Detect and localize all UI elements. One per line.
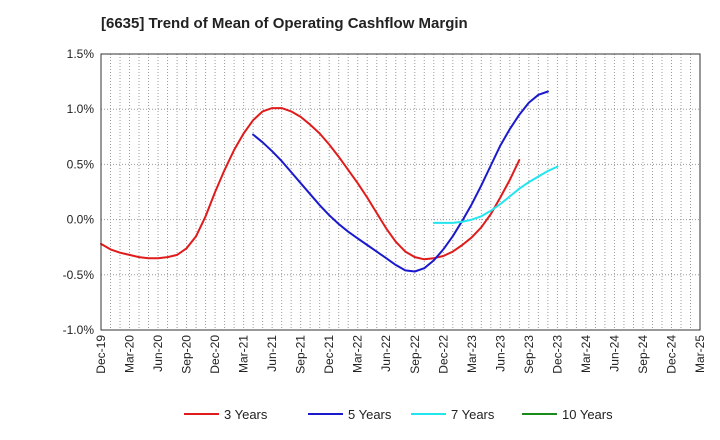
y-tick-label: 0.5% [67,157,95,171]
x-tick-label: Sep-21 [294,335,308,374]
x-tick-label: Sep-20 [180,335,194,374]
y-tick-label: 1.5% [67,47,95,61]
series-layer [100,90,559,273]
y-tick-label: -0.5% [63,268,95,282]
y-tick-label: 1.0% [67,102,95,116]
x-tick-label: Mar-20 [123,335,137,373]
series-line-3-years [100,107,521,261]
y-tick-label: -1.0% [63,323,95,337]
x-tick-label: Dec-21 [322,335,336,374]
legend-label: 3 Years [224,407,268,422]
x-tick-label: Dec-24 [664,335,678,374]
x-tick-label: Jun-22 [379,335,393,372]
series-line-7-years [432,165,559,224]
plot-border [100,53,701,331]
legend-label: 10 Years [562,407,613,422]
x-tick-label: Jun-20 [151,335,165,372]
x-tick-label: Sep-22 [408,335,422,374]
x-tick-label: Mar-23 [465,335,479,373]
x-tick-label: Jun-24 [607,335,621,372]
legend-label: 7 Years [451,407,495,422]
series-line-5-years [252,90,549,273]
y-tick-label: 0.0% [67,213,95,227]
plot-area [101,54,700,330]
x-tick-label: Mar-22 [351,335,365,373]
x-tick-label: Dec-20 [208,335,222,374]
x-tick-label: Dec-22 [436,335,450,374]
x-axis: Dec-19 Mar-20 Jun-20 Sep-20 Dec-20 Mar-21 Jun-… [94,335,707,374]
x-tick-label: Dec-23 [550,335,564,374]
x-tick-label: Jun-23 [493,335,507,372]
x-tick-label: Mar-21 [237,335,251,373]
x-tick-label: Sep-24 [636,335,650,374]
legend-label: 5 Years [348,407,392,422]
legend: 3 Years 5 Years 7 Years 10 Years [184,407,613,422]
x-tick-label: Mar-24 [579,335,593,373]
x-tick-label: Mar-25 [693,335,707,373]
x-tick-label: Sep-23 [522,335,536,374]
y-axis: -1.0% -0.5% 0.0% 0.5% 1.0% 1.5% [63,47,95,337]
x-tick-label: Dec-19 [94,335,108,374]
grid [101,54,700,330]
chart-title: [6635] Trend of Mean of Operating Cashfl… [101,15,468,32]
x-tick-label: Jun-21 [265,335,279,372]
